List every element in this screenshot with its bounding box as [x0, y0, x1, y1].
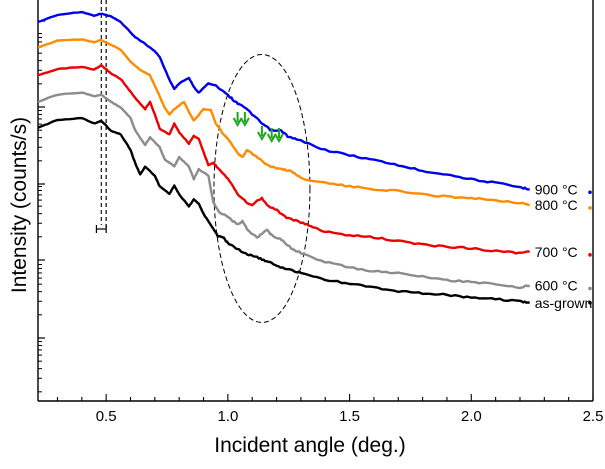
x-tick-label: 2.0	[461, 408, 482, 425]
plot-frame	[37, 0, 594, 402]
y-axis-title: Intensity (counts/s)	[8, 117, 31, 293]
x-tick-label: 1.5	[339, 408, 360, 425]
x-tick-label: 2.5	[583, 408, 604, 425]
series-line-1	[38, 38, 530, 207]
series-marker	[588, 286, 592, 291]
series-label: 800 °C	[535, 197, 578, 213]
green-arrows	[232, 112, 284, 144]
x-axis-title: Incident angle (deg.)	[214, 434, 405, 457]
annotations	[95, 0, 311, 323]
series-line-3	[38, 91, 531, 290]
series-label: 700 °C	[535, 244, 578, 260]
series-line-0	[38, 10, 530, 191]
green-arrow	[274, 128, 284, 144]
series-label: 900 °C	[535, 181, 578, 197]
data-series	[38, 10, 531, 304]
series-label: as-grown	[535, 295, 593, 311]
x-tick-labels: 0.5 1.0 1.5 2.0 2.5	[96, 408, 604, 425]
series-label: 600 °C	[535, 278, 578, 294]
series-marker	[588, 300, 592, 305]
series-marker	[588, 206, 592, 210]
green-arrow	[266, 128, 277, 144]
series-marker	[588, 253, 592, 257]
green-arrow	[232, 112, 243, 128]
x-tick-label: 1.0	[217, 408, 238, 425]
green-arrow	[240, 112, 250, 128]
series-marker	[588, 190, 592, 195]
series-line-2	[38, 64, 530, 255]
green-arrow	[257, 126, 267, 142]
axis-ticks	[38, 20, 594, 401]
series-line-4	[38, 116, 530, 304]
x-tick-label: 0.5	[96, 408, 117, 425]
dashed-ellipse	[213, 53, 311, 323]
